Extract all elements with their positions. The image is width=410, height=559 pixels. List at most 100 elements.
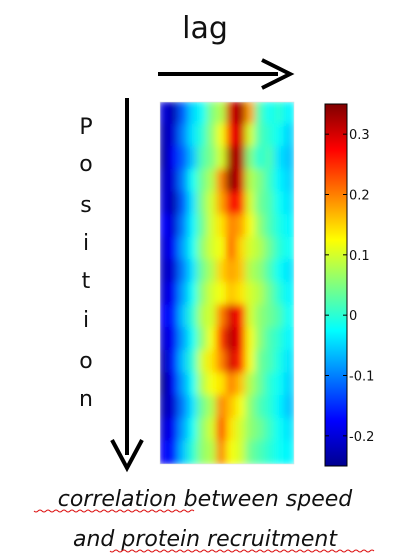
heatmap-cell (283, 395, 294, 420)
heatmap-cell (178, 214, 190, 239)
heatmap-cell (226, 327, 238, 352)
heatmap-cell (197, 349, 209, 375)
heatmap-cell (160, 440, 171, 464)
heatmap-cell (160, 417, 171, 443)
heatmap-cell (178, 349, 190, 375)
heatmap-cell (178, 191, 190, 217)
heatmap-cell (226, 417, 238, 443)
heatmap-cell (197, 168, 209, 194)
heatmap-cell (168, 123, 181, 149)
heatmap-cell (235, 102, 248, 126)
heatmap-cell (187, 282, 200, 307)
heatmap-cell (206, 123, 219, 149)
heatmap-cell (160, 123, 171, 149)
heatmap-cell (160, 282, 171, 307)
heatmap-cell (168, 168, 181, 194)
heatmap-cell (254, 102, 267, 126)
heatmap-cell (160, 327, 171, 352)
heatmap-cell (187, 123, 200, 149)
heatmap-cell (254, 214, 267, 239)
heatmap-cell (235, 191, 248, 217)
heatmap-cell (168, 349, 181, 375)
heatmap-cell (226, 282, 238, 307)
heatmap-cell (168, 259, 181, 285)
heatmap-cell (235, 259, 248, 285)
heatmap-cell (226, 102, 238, 126)
heatmap-cell (206, 146, 219, 171)
heatmap-cell (197, 327, 209, 352)
heatmap-cell (283, 417, 294, 443)
position-letter: P (79, 115, 92, 140)
heatmap-cell (160, 102, 171, 126)
heatmap-cell (206, 259, 219, 285)
heatmap-cell (264, 191, 276, 217)
heatmap-cell (273, 440, 286, 464)
heatmap-cell (273, 214, 286, 239)
heatmap-cell (206, 236, 219, 262)
heatmap-cell (168, 146, 181, 171)
heatmap-cell (273, 395, 286, 420)
heatmap-cell (187, 395, 200, 420)
heatmap-cell (226, 349, 238, 375)
heatmap-cell (197, 372, 209, 398)
heatmap-cell (283, 327, 294, 352)
heatmap-cell (254, 440, 267, 464)
heatmap-cell (254, 146, 267, 171)
heatmap-cell (235, 146, 248, 171)
colorbar-ticks: 0.3 0.2 0.1 0 -0.1 -0.2 (325, 128, 374, 445)
heatmap-cell (187, 417, 200, 443)
heatmap-cell (245, 168, 257, 194)
heatmap-cell (273, 259, 286, 285)
heatmap-cell (187, 372, 200, 398)
heatmap-cell (283, 349, 294, 375)
heatmap-cell (168, 440, 181, 464)
heatmap-cell (206, 102, 219, 126)
heatmap-cell (206, 440, 219, 464)
heatmap-cell (273, 168, 286, 194)
heatmap-cell (160, 236, 171, 262)
heatmap-cell (216, 417, 228, 443)
heatmap-cell (264, 304, 276, 330)
heatmap-cell (283, 282, 294, 307)
colorbar-tick-label: -0.2 (349, 430, 374, 445)
heatmap-cell (197, 395, 209, 420)
heatmap-cell (197, 123, 209, 149)
heatmap-cell (254, 191, 267, 217)
heatmap-cell (197, 146, 209, 171)
heatmap-cell (168, 327, 181, 352)
heatmap-cell (160, 372, 171, 398)
heatmap-cell (264, 417, 276, 443)
heatmap-cell (254, 236, 267, 262)
heatmap-cell (245, 146, 257, 171)
heatmap-cell (235, 282, 248, 307)
heatmap-cell (216, 191, 228, 217)
heatmap-cell (264, 214, 276, 239)
heatmap-cell (168, 304, 181, 330)
heatmap-cell (160, 214, 171, 239)
heatmap-cell (226, 214, 238, 239)
heatmap-cell (254, 123, 267, 149)
heatmap-cell (264, 327, 276, 352)
heatmap-cell (264, 372, 276, 398)
heatmap-cell (197, 102, 209, 126)
heatmap-cell (160, 395, 171, 420)
heatmap-cell (187, 259, 200, 285)
heatmap-cell (264, 102, 276, 126)
heatmap-cell (216, 168, 228, 194)
heatmap-cell (168, 417, 181, 443)
heatmap-cell (160, 349, 171, 375)
position-letter: i (83, 308, 89, 333)
lag-label: lag (182, 11, 228, 46)
heatmap-cell (254, 304, 267, 330)
colorbar-tick-label: -0.1 (349, 370, 374, 385)
heatmap-cell (235, 304, 248, 330)
heatmap-cell (254, 327, 267, 352)
heatmap-cell (235, 327, 248, 352)
heatmap-cell (273, 146, 286, 171)
heatmap-cell (160, 168, 171, 194)
heatmap-cell (187, 349, 200, 375)
heatmap-cell (273, 372, 286, 398)
heatmap-cell (264, 282, 276, 307)
heatmap-cell (187, 236, 200, 262)
heatmap-cell (273, 123, 286, 149)
